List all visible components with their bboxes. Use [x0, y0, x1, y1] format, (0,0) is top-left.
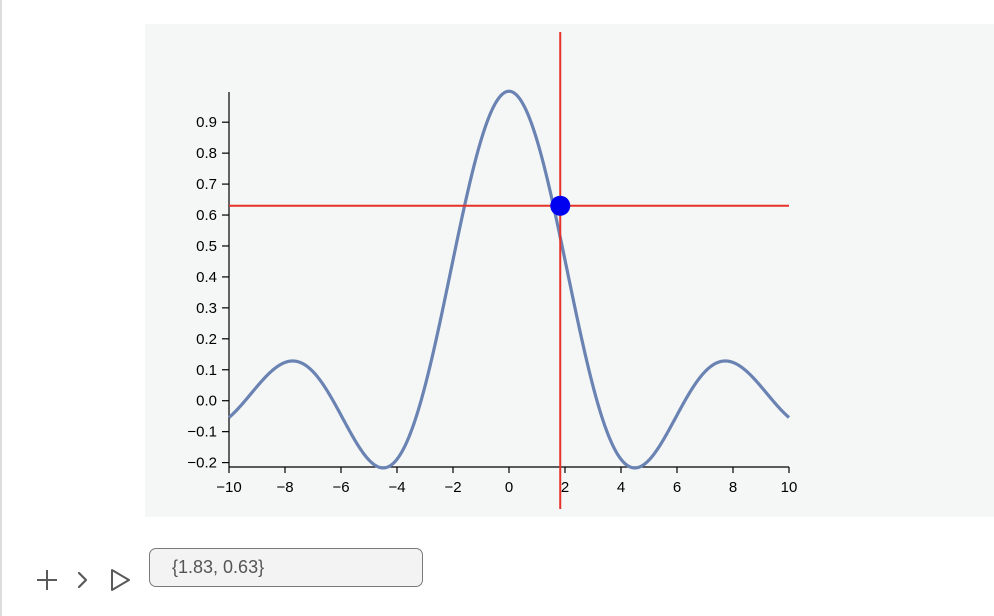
x-tick-label: 4 — [617, 479, 625, 496]
y-tick-label: −0.2 — [187, 455, 217, 472]
locator-point[interactable] — [550, 195, 571, 216]
y-tick-label: 0.2 — [196, 331, 217, 348]
y-tick-label: 0.9 — [196, 114, 217, 131]
y-tick-label: 0.5 — [196, 238, 217, 255]
y-tick-label: −0.1 — [187, 424, 217, 441]
y-tick-label: 0.7 — [196, 176, 217, 193]
plus-icon[interactable] — [34, 566, 60, 594]
y-tick-label: 0.4 — [196, 269, 217, 286]
x-tick-label: 10 — [781, 479, 798, 496]
output-field[interactable]: {1.83, 0.63} — [149, 548, 423, 587]
sinc-plot[interactable]: −10 −8 −6 −4 −2 0 2 4 6 8 10 −0.2 −0.1 0.0 0.1 0.2 0.3 0.… — [145, 24, 994, 517]
x-tick-label: 6 — [673, 479, 681, 496]
x-tick-label: −6 — [332, 479, 349, 496]
x-tick-label: 2 — [561, 479, 569, 496]
x-tick-label: −10 — [216, 479, 241, 496]
x-tick-label: −2 — [444, 479, 461, 496]
y-tick-label: 0.6 — [196, 207, 217, 224]
play-icon[interactable] — [108, 566, 132, 594]
plot-panel[interactable]: −10 −8 −6 −4 −2 0 2 4 6 8 10 −0.2 −0.1 0.0 0.1 0.2 0.3 0.… — [145, 24, 994, 517]
left-border — [0, 0, 2, 616]
x-tick-label: −8 — [276, 479, 293, 496]
x-tick-label: 0 — [505, 479, 513, 496]
chevron-right-icon[interactable] — [74, 566, 90, 594]
y-tick-label: 0.8 — [196, 145, 217, 162]
y-tick-label: 0.1 — [196, 362, 217, 379]
sinc-curve — [227, 89, 791, 470]
x-tick-label: 8 — [729, 479, 737, 496]
y-tick-label: 0.3 — [196, 300, 217, 317]
y-tick-label: 0.0 — [196, 393, 217, 410]
x-tick-label: −4 — [388, 479, 405, 496]
